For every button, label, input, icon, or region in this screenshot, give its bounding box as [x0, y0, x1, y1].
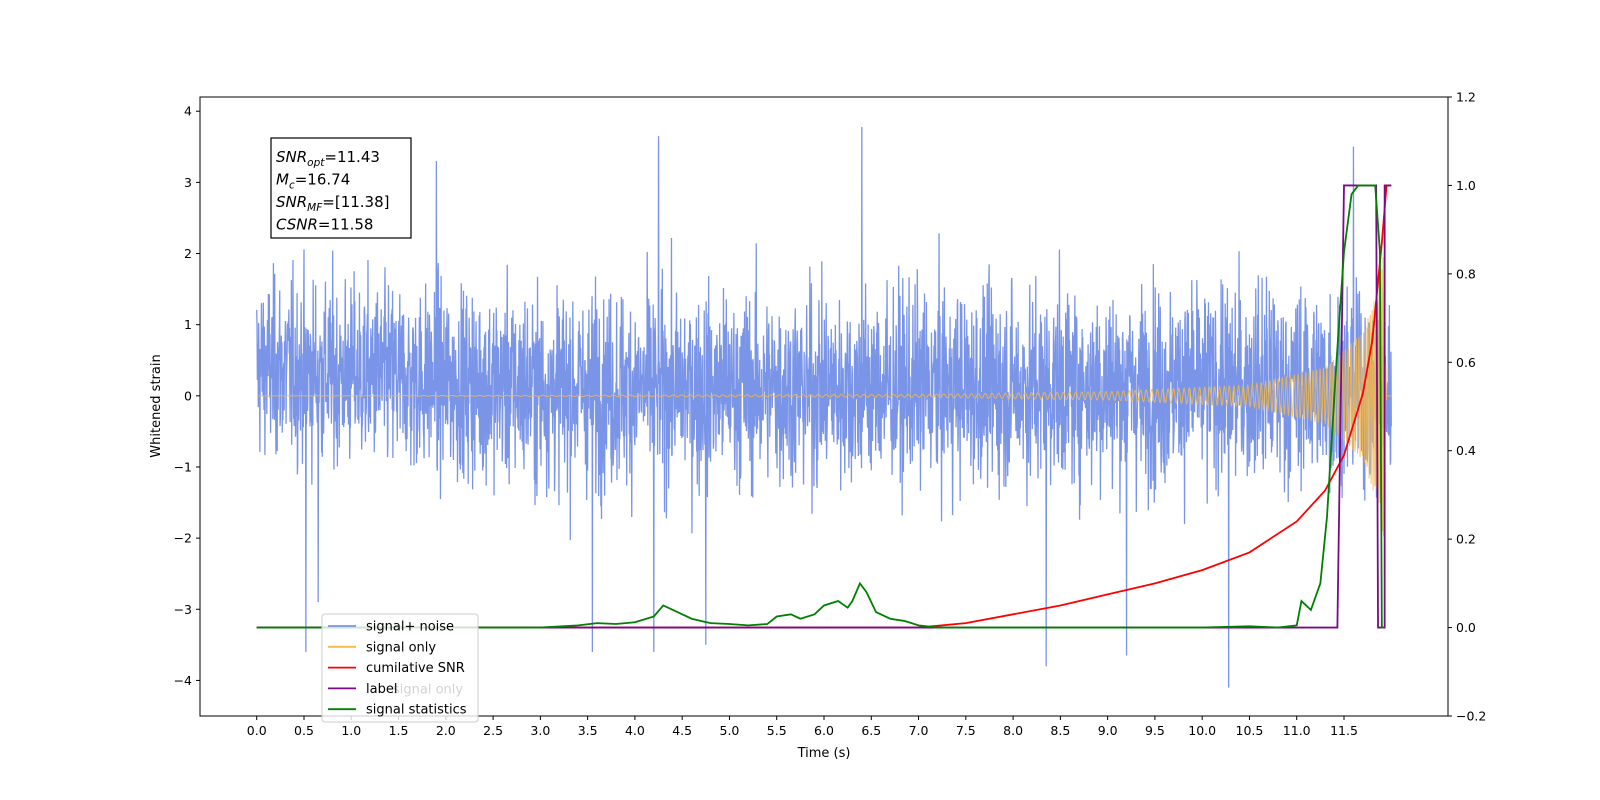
legend-label: cumilative SNR — [366, 661, 465, 676]
x-tick-label: 1.0 — [341, 723, 361, 738]
stats-subscript: MF — [307, 202, 323, 214]
x-tick-label: 6.5 — [861, 723, 881, 738]
stats-value: =16.74 — [295, 171, 351, 189]
x-tick-label: 11.5 — [1330, 723, 1358, 738]
x-tick-label: 10.0 — [1188, 723, 1216, 738]
x-tick-label: 11.0 — [1283, 723, 1311, 738]
legend: signal+ noise signal only cumilative SNR la… — [321, 613, 479, 723]
x-tick-label: 1.5 — [389, 723, 409, 738]
right-y-tick-label: −0.2 — [1456, 709, 1486, 724]
stats-value: =11.58 — [318, 216, 374, 234]
right-y-tick-label: 0.8 — [1456, 266, 1476, 281]
stats-line: SNRMF=[11.38] — [276, 193, 390, 214]
x-tick-label: 6.0 — [814, 723, 834, 738]
stats-symbol: M — [276, 171, 289, 189]
x-tick-label: 5.5 — [767, 723, 787, 738]
left-y-tick-label: −3 — [174, 602, 192, 617]
stats-subscript: c — [289, 180, 295, 192]
x-axis-label: Time (s) — [797, 746, 851, 761]
x-tick-label: 10.5 — [1236, 723, 1264, 738]
legend-label: label — [366, 682, 397, 697]
left-y-tick-label: 4 — [184, 104, 192, 119]
series-signal-plus-noise — [256, 126, 1392, 688]
x-tick-label: 0.5 — [294, 723, 314, 738]
stats-line: Mc=16.74 — [276, 171, 350, 192]
stats-box-frame — [270, 137, 412, 239]
right-y-axis: −0.2 0.0 0.2 0.4 0.6 0.8 1.0 1.2 — [1448, 90, 1486, 724]
stats-subscript: opt — [307, 157, 325, 169]
series-signal-only — [256, 257, 1392, 537]
y-axis-label: Whitened strain — [149, 354, 164, 457]
left-y-tick-label: 0 — [184, 388, 192, 403]
right-y-tick-label: 1.2 — [1456, 90, 1476, 105]
legend-frame — [321, 613, 479, 723]
legend-ghost-label: signal only — [393, 683, 463, 698]
x-tick-label: 8.5 — [1050, 723, 1070, 738]
x-tick-label: 0.0 — [247, 723, 267, 738]
x-tick-label: 9.5 — [1145, 723, 1165, 738]
stats-line: CSNR=11.58 — [276, 216, 373, 234]
x-tick-label: 2.5 — [483, 723, 503, 738]
x-tick-label: 3.0 — [530, 723, 550, 738]
x-tick-label: 5.0 — [720, 723, 740, 738]
x-tick-label: 8.0 — [1003, 723, 1023, 738]
legend-label: signal+ noise — [366, 620, 454, 635]
series-label — [256, 184, 1392, 629]
x-tick-label: 9.0 — [1098, 723, 1118, 738]
stats-value: =[11.38] — [322, 193, 389, 211]
left-y-tick-label: −4 — [174, 673, 192, 688]
x-tick-label: 4.0 — [625, 723, 645, 738]
stats-symbol: SNR — [276, 148, 307, 166]
x-tick-label: 3.5 — [578, 723, 598, 738]
series-signal-statistics — [256, 184, 1384, 629]
plot-area — [256, 126, 1392, 688]
x-tick-label: 7.5 — [956, 723, 976, 738]
stats-annotation-box: SNRopt=11.43Mc=16.74SNRMF=[11.38]CSNR=11… — [270, 137, 412, 239]
left-y-tick-label: −2 — [174, 531, 192, 546]
right-y-tick-label: 0.4 — [1456, 443, 1476, 458]
right-y-tick-label: 0.2 — [1456, 532, 1476, 547]
left-y-tick-label: 1 — [184, 317, 192, 332]
x-tick-label: 4.5 — [672, 723, 692, 738]
left-y-tick-label: −1 — [174, 459, 192, 474]
series-cumulative-snr — [256, 184, 1392, 629]
right-y-tick-label: 0.0 — [1456, 620, 1476, 635]
right-y-tick-label: 1.0 — [1456, 178, 1476, 193]
stats-value: =11.43 — [324, 148, 380, 166]
left-y-tick-label: 2 — [184, 246, 192, 261]
stats-line: SNRopt=11.43 — [276, 148, 380, 169]
stats-symbol: SNR — [276, 193, 307, 211]
right-y-tick-label: 0.6 — [1456, 355, 1476, 370]
left-y-axis: −4 −3 −2 −1 0 1 2 3 4 — [174, 104, 200, 688]
x-tick-label: 2.0 — [436, 723, 456, 738]
legend-label: signal statistics — [366, 703, 467, 718]
legend-label: signal only — [366, 640, 436, 655]
left-y-tick-label: 3 — [184, 175, 192, 190]
stats-symbol: CSNR — [276, 216, 318, 234]
x-axis: 0.0 0.5 1.0 1.5 2.0 2.5 3.0 3.5 4.0 4.5 5.0 5.5 6.0 6… — [247, 716, 1358, 738]
x-tick-label: 7.0 — [909, 723, 929, 738]
